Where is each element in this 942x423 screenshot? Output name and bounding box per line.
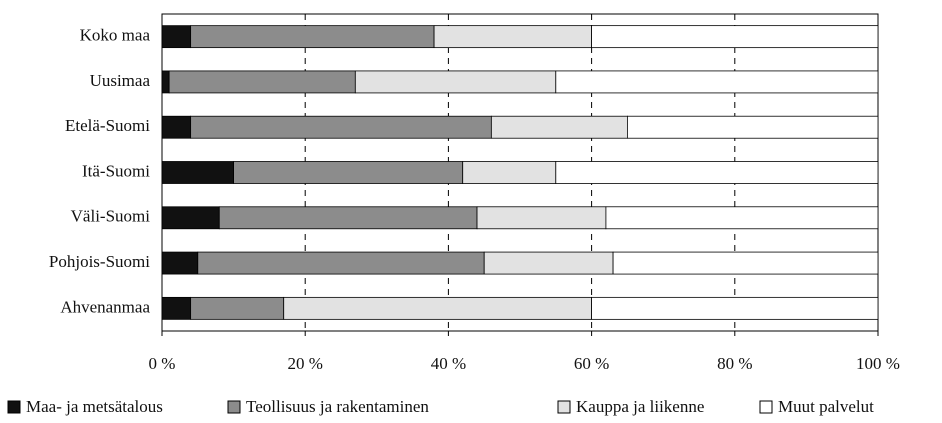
x-tick-label: 60 % — [574, 354, 609, 373]
bar-segment — [161, 251, 199, 275]
bar-segment — [190, 296, 285, 320]
bar-segment — [462, 161, 557, 184]
bar-segment — [627, 115, 879, 139]
bar-segment — [190, 25, 435, 49]
bar-segment — [190, 115, 492, 139]
y-tick-label: Koko maa — [80, 26, 151, 45]
x-tick-label: 40 % — [431, 354, 466, 373]
bar-segment — [433, 25, 592, 49]
bar-segment — [354, 70, 557, 94]
x-tick-label: 80 % — [717, 354, 752, 373]
y-tick-label: Itä-Suomi — [82, 161, 150, 180]
x-tick-label: 100 % — [856, 354, 900, 373]
bar-segment — [591, 25, 879, 49]
y-tick-label: Uusimaa — [90, 71, 151, 90]
legend-swatch — [227, 400, 241, 414]
bar-segment — [476, 206, 607, 230]
y-tick-label: Väli-Suomi — [71, 207, 151, 226]
legend-label: Muut palvelut — [778, 397, 874, 416]
bar-segment — [218, 206, 478, 230]
bar-segment — [555, 70, 879, 94]
legend-swatch — [7, 400, 21, 414]
bar-segment — [605, 206, 879, 230]
legend-label: Teollisuus ja rakentaminen — [246, 397, 429, 416]
bar-segment — [161, 161, 234, 184]
bar-segment — [161, 206, 220, 230]
bar-segment — [161, 25, 192, 49]
bar-segment — [168, 70, 356, 94]
bar-segment — [233, 161, 464, 184]
legend-swatch — [759, 400, 773, 414]
bar-segment — [490, 115, 628, 139]
bar-segment — [483, 251, 614, 275]
x-tick-label: 0 % — [149, 354, 176, 373]
legend-label: Maa- ja metsätalous — [26, 397, 163, 416]
bar-segment — [283, 296, 593, 320]
bar-segment — [161, 296, 192, 320]
bar-segment — [612, 251, 879, 275]
bar-segment — [161, 70, 170, 94]
legend-swatch — [557, 400, 571, 414]
y-tick-label: Ahvenanmaa — [60, 297, 150, 316]
x-tick-label: 20 % — [287, 354, 322, 373]
bar-segment — [555, 161, 879, 184]
bar-segment — [197, 251, 485, 275]
bar-segment — [161, 115, 192, 139]
bar-segment — [591, 296, 879, 320]
y-tick-label: Etelä-Suomi — [65, 116, 150, 135]
y-tick-label: Pohjois-Suomi — [49, 252, 150, 271]
legend-label: Kauppa ja liikenne — [576, 397, 704, 416]
